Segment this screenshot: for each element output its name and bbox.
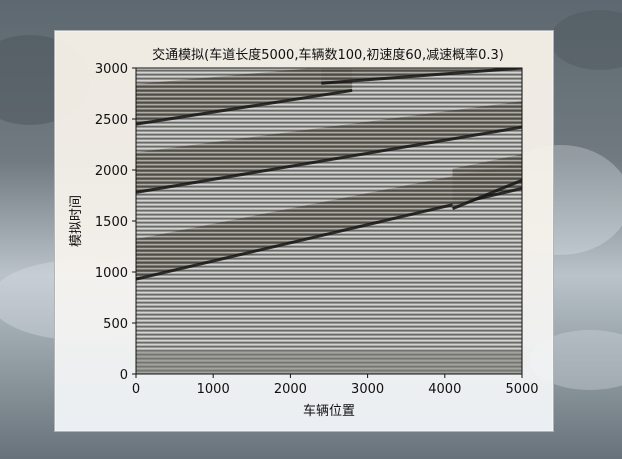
plot-area	[136, 68, 522, 374]
jam-line	[136, 125, 522, 194]
y-tick-label: 0	[120, 368, 128, 383]
y-tick-label: 1000	[95, 266, 128, 281]
jam-line	[451, 178, 522, 211]
y-tick-label: 2000	[95, 164, 128, 179]
background-wave-shadow	[550, 10, 622, 70]
x-axis-label: 车辆位置	[303, 403, 355, 419]
x-tick-label: 2000	[274, 382, 307, 397]
x-tick-label: 4000	[428, 382, 461, 397]
x-axis: 0 1000 2000 3000 4000 5000	[132, 374, 539, 397]
jam-line	[136, 88, 353, 126]
heatmap-start-noise	[136, 350, 522, 374]
jam-layer	[136, 68, 522, 281]
jam-band	[136, 68, 353, 125]
jam-line	[321, 68, 522, 85]
y-tick-label: 3000	[95, 62, 128, 77]
x-tick-label: 3000	[351, 382, 384, 397]
y-axis-label: 模拟时间	[69, 195, 84, 247]
y-axis: 0 500 1000 1500 2000 2500 3000	[95, 62, 136, 383]
x-tick-label: 0	[132, 382, 140, 397]
jam-band	[136, 101, 522, 193]
x-tick-label: 1000	[197, 382, 230, 397]
jam-band	[136, 162, 522, 280]
jam-band	[452, 154, 522, 209]
y-tick-label: 1500	[95, 215, 128, 230]
y-tick-label: 2500	[95, 113, 128, 128]
chart-title: 交通模拟(车道长度5000,车辆数100,初速度60,减速概率0.3)	[152, 47, 504, 63]
x-tick-label: 5000	[505, 382, 538, 397]
y-tick-label: 500	[103, 317, 128, 332]
